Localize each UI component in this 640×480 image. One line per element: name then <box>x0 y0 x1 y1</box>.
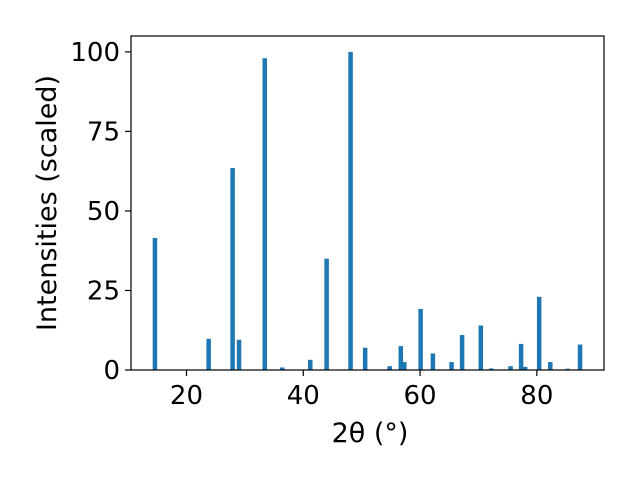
bar-23 <box>548 362 553 370</box>
bar-25 <box>577 344 583 370</box>
bars-group <box>152 51 583 371</box>
bar-10 <box>387 366 392 370</box>
bar-22 <box>536 296 542 370</box>
y-axis-label: Intensities (scaled) <box>32 75 63 331</box>
y-tick-label: 50 <box>87 197 120 227</box>
x-tick-label: 80 <box>520 381 553 411</box>
bar-14 <box>430 353 436 370</box>
bar-13 <box>418 308 423 370</box>
bar-15 <box>449 362 454 370</box>
y-tick-label: 75 <box>87 117 120 147</box>
x-axis-ticks: 20 40 60 80 <box>170 370 553 411</box>
bar-20 <box>518 343 524 370</box>
bar-0 <box>152 237 158 370</box>
bar-5 <box>279 367 285 370</box>
bar-12 <box>402 362 407 370</box>
bar-3 <box>236 339 242 370</box>
x-tick-label: 20 <box>170 381 203 411</box>
x-axis-label: 2θ (°) <box>332 418 409 449</box>
y-tick-label: 25 <box>87 276 120 306</box>
bar-17 <box>478 325 484 370</box>
x-tick-label: 40 <box>287 381 320 411</box>
bar-8 <box>348 51 353 371</box>
x-tick-label: 60 <box>404 381 437 411</box>
bar-24 <box>565 368 571 370</box>
bar-4 <box>262 58 267 371</box>
bar-19 <box>508 366 513 370</box>
y-tick-label: 0 <box>103 356 120 386</box>
bar-21 <box>522 366 528 370</box>
bar-16 <box>459 335 465 370</box>
y-axis-ticks: 0 25 50 75 100 <box>70 38 131 386</box>
bar-9 <box>362 347 368 370</box>
bar-7 <box>324 258 329 370</box>
y-tick-label: 100 <box>70 38 120 68</box>
bar-2 <box>230 168 235 370</box>
bar-11 <box>398 346 404 370</box>
bar-1 <box>206 338 211 370</box>
bar-6 <box>308 359 313 370</box>
plot-frame <box>130 35 605 371</box>
bar-18 <box>489 368 494 370</box>
